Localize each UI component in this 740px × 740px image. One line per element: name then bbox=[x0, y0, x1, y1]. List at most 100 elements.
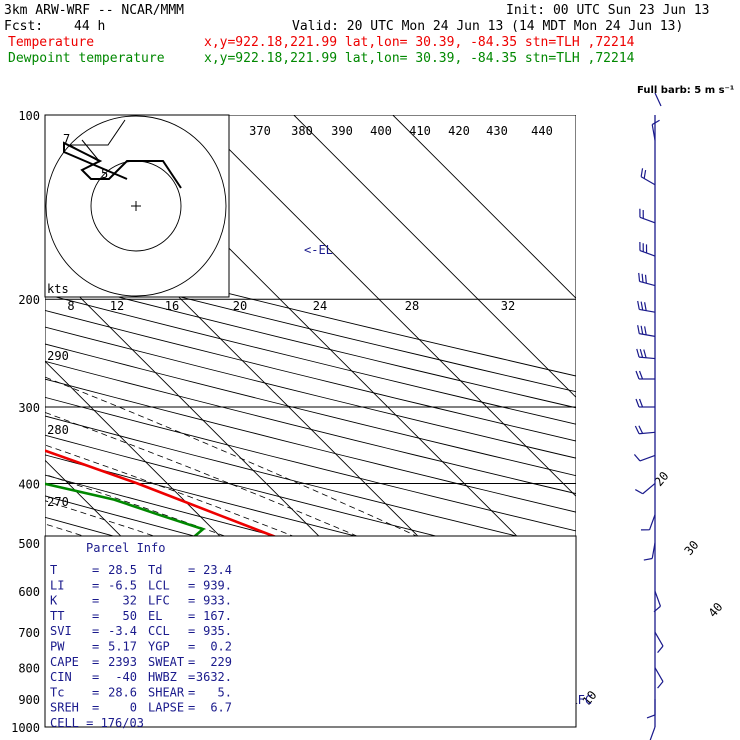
parcel-key: LI bbox=[50, 578, 64, 592]
speed-tick-label: 16 bbox=[165, 299, 179, 313]
wind-barb bbox=[635, 483, 656, 495]
isotherm bbox=[293, 115, 576, 398]
fcst-value: 44 h bbox=[74, 19, 105, 34]
parcel-value: 50 bbox=[123, 609, 137, 623]
parcel-key: SREH bbox=[50, 701, 79, 715]
parcel-key: LFC bbox=[148, 594, 170, 608]
wind-barb bbox=[654, 631, 664, 654]
parcel-value: 3632. bbox=[196, 670, 232, 684]
parcel-value: -40 bbox=[115, 670, 137, 684]
parcel-eq: = bbox=[188, 594, 195, 608]
wind-barbs bbox=[633, 92, 664, 740]
parcel-value: 32 bbox=[123, 594, 137, 608]
speed-tick-label: 8 bbox=[67, 299, 74, 313]
wind-barb bbox=[637, 325, 656, 337]
wind-barb bbox=[635, 370, 655, 380]
theta-label: 270 bbox=[47, 495, 69, 509]
wind-barb bbox=[646, 698, 656, 719]
init-time: Init: 00 UTC Sun 23 Jun 13 bbox=[506, 3, 710, 18]
parcel-key: EL bbox=[148, 609, 162, 623]
moist-adiabat bbox=[45, 376, 576, 610]
parcel-value: 28.5 bbox=[108, 563, 137, 577]
parcel-box-frame bbox=[44, 535, 577, 728]
parcel-value: 0.2 bbox=[210, 640, 232, 654]
hodograph-trace-upper bbox=[68, 119, 126, 163]
parcel-key: LAPSE bbox=[148, 701, 184, 715]
parcel-eq: = bbox=[92, 609, 99, 623]
wind-barb-feather bbox=[638, 425, 644, 434]
full-barb-key bbox=[654, 92, 662, 107]
wind-barb-shaft bbox=[651, 542, 656, 559]
pressure-label: 700 bbox=[18, 626, 40, 640]
parcel-row: CELL = 176/03 bbox=[50, 716, 144, 730]
parcel-key: LCL bbox=[148, 578, 170, 592]
wind-barb-shaft bbox=[639, 333, 656, 337]
wind-barb bbox=[640, 514, 656, 531]
parcel-value: 2393 bbox=[108, 655, 137, 669]
wind-barb-feather bbox=[636, 348, 640, 358]
parcel-eq: = bbox=[188, 578, 195, 592]
parcel-eq: = bbox=[188, 609, 195, 623]
theta-label: 440 bbox=[531, 124, 553, 138]
wind-barb-feather bbox=[635, 398, 640, 408]
parcel-eq: = bbox=[188, 655, 195, 669]
wind-barb-feather bbox=[643, 169, 647, 179]
parcel-eq: = bbox=[188, 624, 195, 638]
parcel-value: 935. bbox=[203, 624, 232, 638]
wind-barb-feather bbox=[640, 168, 644, 177]
hodograph-ring bbox=[45, 115, 227, 297]
wind-barb-feather bbox=[644, 302, 647, 311]
parcel-eq: = bbox=[188, 563, 195, 577]
wind-barb-feather bbox=[653, 605, 661, 613]
wind-barb-feather bbox=[657, 645, 664, 654]
parcel-eq: = bbox=[92, 624, 99, 638]
theta-label: 390 bbox=[331, 124, 353, 138]
hodograph-ring-label: 7 bbox=[63, 132, 70, 146]
isotherm bbox=[0, 115, 28, 740]
parcel-eq: = bbox=[92, 670, 99, 684]
parcel-key: T bbox=[50, 563, 57, 577]
wind-barb-feather bbox=[633, 454, 641, 462]
el-marker: <-EL bbox=[304, 243, 333, 257]
parcel-value: 0 bbox=[130, 701, 137, 715]
wind-barb bbox=[633, 454, 656, 462]
pressure-label: 600 bbox=[18, 585, 40, 599]
theta-label: 420 bbox=[448, 124, 470, 138]
parcel-value: -6.5 bbox=[108, 578, 137, 592]
wind-barb-shaft bbox=[648, 514, 656, 531]
wind-barb-shaft bbox=[640, 176, 656, 186]
parcel-value: 5. bbox=[218, 685, 232, 699]
dry-adiabat bbox=[45, 360, 576, 495]
parcel-key: PW bbox=[50, 640, 65, 654]
theta-label: 280 bbox=[47, 423, 69, 437]
full-barb-label: Full barb: 5 m s⁻¹ bbox=[637, 85, 734, 96]
wind-barb-feather bbox=[634, 425, 640, 434]
dry-adiabat bbox=[45, 309, 576, 442]
hodograph: 5 7 kts bbox=[44, 114, 230, 298]
parcel-info-title: Parcel Info bbox=[86, 541, 165, 555]
pressure-label: 300 bbox=[18, 401, 40, 415]
speed-tick-label: 32 bbox=[501, 299, 515, 313]
wind-barb bbox=[649, 726, 656, 740]
wind-barb-feather bbox=[635, 370, 640, 380]
wind-barb-shaft bbox=[651, 124, 656, 141]
parcel-value: 5.17 bbox=[108, 640, 137, 654]
wind-barb bbox=[639, 208, 656, 224]
theta-label: 400 bbox=[370, 124, 392, 138]
parcel-value: 167. bbox=[203, 609, 232, 623]
parcel-eq: = bbox=[92, 594, 99, 608]
theta-label: 430 bbox=[486, 124, 508, 138]
parcel-key: HWBZ bbox=[148, 670, 177, 684]
wind-barb-shaft bbox=[639, 356, 656, 360]
pressure-label: 100 bbox=[18, 109, 40, 123]
parcel-value: -3.4 bbox=[108, 624, 137, 638]
fcst-label: Fcst: bbox=[4, 19, 43, 34]
parcel-key: SVI bbox=[50, 624, 72, 638]
dry-adiabat bbox=[45, 343, 576, 477]
wind-barb-feather bbox=[641, 273, 644, 283]
wind-barb bbox=[635, 398, 655, 408]
theta-label: 370 bbox=[249, 124, 271, 138]
wind-barb-shaft bbox=[639, 308, 656, 313]
wind-barb-shaft bbox=[649, 726, 656, 740]
dry-adiabat bbox=[45, 247, 576, 377]
